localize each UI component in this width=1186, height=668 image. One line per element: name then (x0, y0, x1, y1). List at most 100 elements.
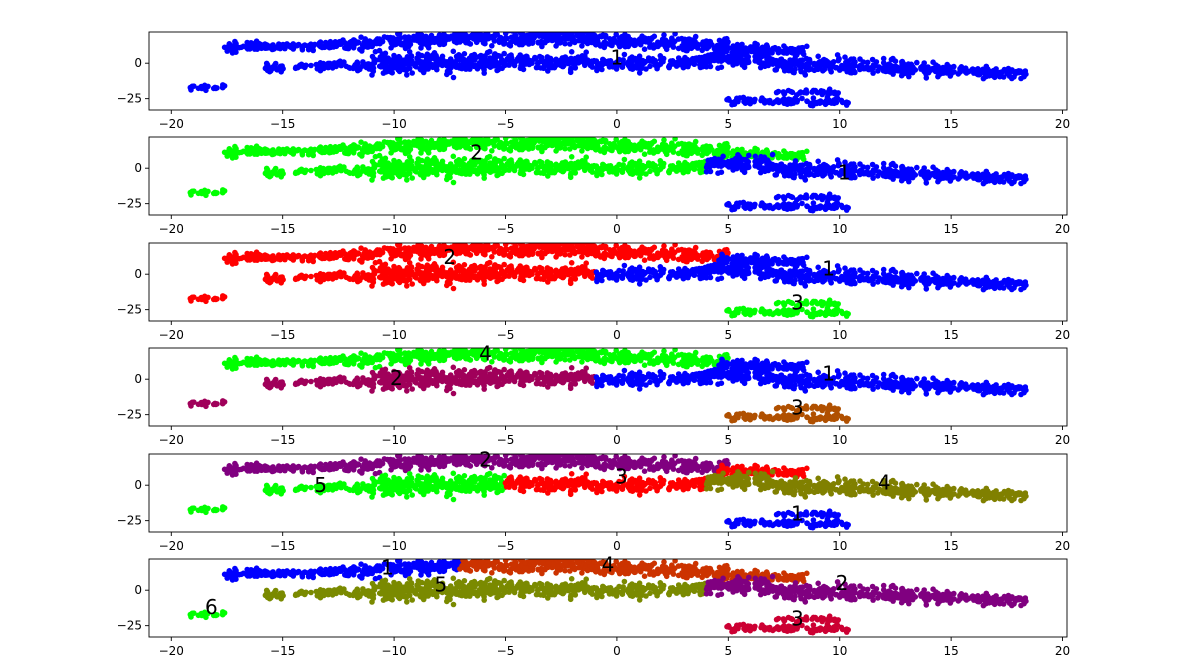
scatter-point (650, 42, 657, 48)
scatter-point (604, 41, 611, 47)
scatter-point (581, 243, 587, 246)
scatter-point (675, 150, 682, 157)
scatter-point (393, 250, 400, 256)
scatter-point (583, 49, 589, 55)
scatter-point (496, 248, 503, 255)
scatter-point (467, 146, 474, 152)
scatter-point (391, 157, 397, 164)
scatter-point (313, 166, 320, 173)
scatter-point (277, 45, 283, 52)
scatter-point (818, 88, 824, 94)
scatter-point (562, 145, 568, 152)
scatter-point (987, 70, 993, 77)
scatter-point (666, 64, 672, 71)
scatter-point (388, 57, 395, 64)
scatter-point (899, 59, 905, 65)
scatter-point (387, 172, 394, 179)
scatter-point (804, 166, 810, 172)
scatter-point (418, 45, 424, 51)
scatter-point (940, 169, 946, 176)
scatter-points (187, 32, 1029, 109)
scatter-point (598, 33, 605, 40)
y-tick-label: 0 (134, 161, 142, 175)
scatter-point (439, 142, 446, 149)
scatter-point (721, 54, 728, 61)
scatter-point (657, 145, 664, 152)
scatter-point (579, 254, 585, 260)
scatter-point (847, 170, 853, 177)
scatter-point (406, 54, 412, 61)
scatter-point (502, 243, 509, 248)
scatter-point (579, 43, 585, 49)
scatter-point (248, 40, 255, 46)
scatter-point (502, 137, 509, 142)
scatter-point (342, 251, 348, 257)
scatter-point (736, 59, 743, 65)
scatter-point (780, 64, 787, 71)
scatter-point (821, 66, 828, 73)
scatter-point (632, 42, 638, 48)
scatter-point (545, 37, 551, 44)
scatter-point (775, 193, 782, 200)
scatter-point (647, 58, 653, 64)
scatter-point (725, 144, 731, 150)
scatter-point (476, 60, 483, 66)
scatter-point (431, 39, 438, 46)
scatter-point (567, 41, 573, 47)
scatter-point (806, 161, 813, 168)
scatter-point (593, 147, 599, 153)
scatter-point (549, 162, 555, 169)
scatter-point (419, 157, 425, 164)
scatter-point (267, 43, 273, 49)
point-group-s14 (947, 63, 1029, 82)
scatter-point (637, 141, 643, 147)
x-tick-label: 15 (943, 222, 958, 236)
scatter-point (719, 145, 725, 152)
x-tick-label: 10 (832, 117, 847, 131)
scatter-point (435, 61, 442, 67)
scatter-point (568, 154, 575, 160)
scatter-point (686, 36, 692, 42)
scatter-point (322, 39, 329, 46)
scatter-point (796, 45, 802, 51)
scatter-point (527, 243, 534, 248)
scatter-point (444, 68, 451, 74)
scatter-point (976, 176, 983, 183)
scatter-point (310, 152, 317, 159)
scatter-point (923, 180, 930, 186)
point-group-s9 (502, 49, 598, 76)
axes-frame (148, 136, 1068, 216)
scatter-point (924, 169, 931, 176)
scatter-point (431, 62, 437, 68)
scatter-point (534, 60, 541, 67)
scatter-point (308, 62, 314, 69)
x-tick-label: −5 (497, 117, 515, 131)
point-group-s17 (773, 86, 841, 98)
scatter-point (409, 175, 416, 181)
scatter-point (787, 154, 794, 160)
scatter-point (641, 46, 648, 52)
scatter-point (557, 32, 563, 36)
scatter-point (811, 167, 817, 173)
scatter-point (779, 97, 786, 104)
scatter-point (661, 137, 667, 143)
scatter-point (1000, 179, 1007, 185)
scatter-point (470, 34, 477, 40)
scatter-point (976, 71, 983, 78)
scatter-point (616, 148, 623, 155)
scatter-point (523, 165, 530, 172)
scatter-point (371, 57, 378, 64)
scatter-point (272, 62, 278, 68)
scatter-point (545, 236, 551, 242)
scatter-point (248, 145, 255, 151)
scatter-point (473, 39, 480, 46)
scatter-point (812, 192, 819, 199)
scatter-point (651, 33, 658, 40)
scatter-point (484, 32, 491, 37)
scatter-point (604, 146, 611, 152)
scatter-point (1004, 70, 1010, 77)
scatter-point (439, 37, 446, 44)
scatter-point (399, 168, 406, 174)
scatter-point (539, 148, 545, 155)
scatter-point (427, 56, 433, 63)
